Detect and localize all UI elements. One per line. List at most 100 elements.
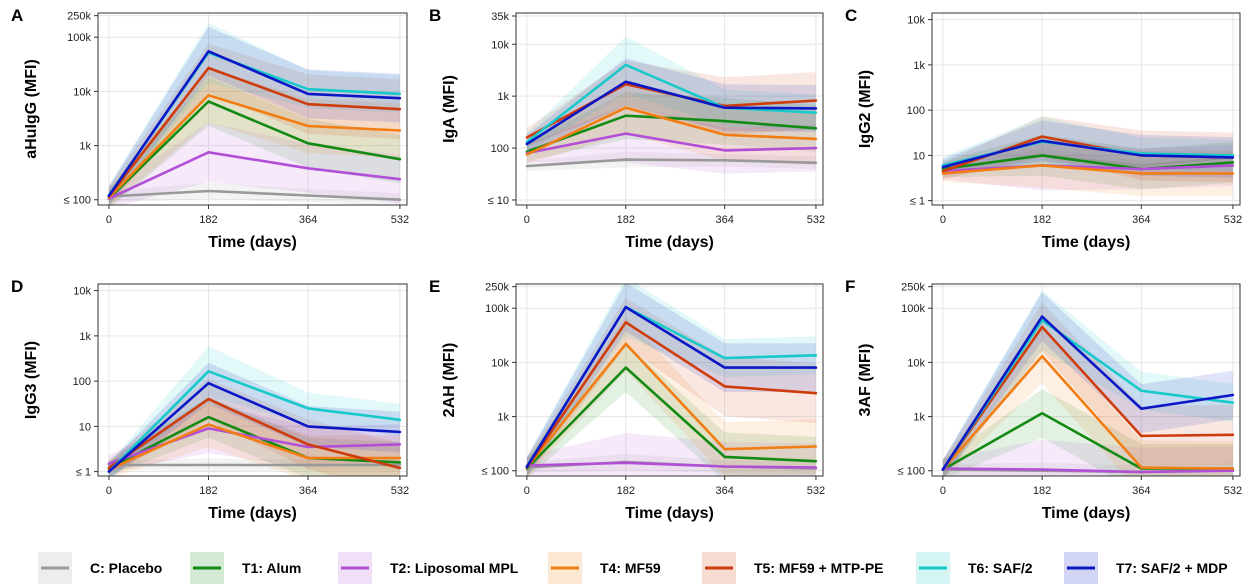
legend-item-t7-saf-2-mdp: T7: SAF/2 + MDP — [1064, 552, 1228, 584]
band-t7-saf-2-mdp — [942, 292, 1233, 476]
x-tick-label: 182 — [199, 485, 217, 497]
y-tick-label: 10k — [491, 39, 509, 51]
x-axis-title: Time (days) — [625, 505, 714, 522]
y-tick-label: 250k — [901, 282, 925, 294]
line-t7-saf-2-mdp — [941, 315, 1235, 471]
y-tick-label: 10k — [73, 286, 91, 298]
line-t4-mf59 — [941, 164, 1235, 175]
x-tick-label: 364 — [299, 214, 317, 226]
x-tick-label: 182 — [199, 214, 217, 226]
y-tick-label: 35k — [491, 11, 509, 23]
y-tick-label: 10k — [491, 357, 509, 369]
plot-background — [932, 284, 1240, 476]
line-t4-mf59 — [107, 423, 402, 472]
y-tick-label: 1k — [497, 412, 509, 424]
panel-e: ≤ 100 1k 10k 100k 250k 0 182 364 532 Time (days) 2… — [429, 277, 825, 522]
legend-label: C: Placebo — [90, 560, 162, 576]
x-tick-label: 0 — [940, 485, 946, 497]
line-t2-liposomal-mpl — [107, 151, 402, 200]
band-c-placebo — [526, 151, 816, 172]
band-t5-mf59-mtp-pe — [526, 297, 816, 476]
line-t4-mf59 — [525, 342, 818, 469]
band-t5-mf59-mtp-pe — [526, 60, 816, 147]
y-tick-label: 100 — [491, 143, 509, 155]
series-lines — [941, 135, 1235, 175]
x-axis-title: Time (days) — [1042, 505, 1131, 522]
legend-item-t4-mf59: T4: MF59 — [548, 552, 661, 584]
y-tick-label: ≤ 100 — [482, 466, 509, 478]
x-tick-label: 182 — [1033, 485, 1051, 497]
y-tick-label: 10 — [913, 150, 925, 162]
line-t1-alum — [941, 154, 1235, 171]
legend-item-t2-liposomal-mpl: T2: Liposomal MPL — [338, 552, 519, 584]
line-t7-saf-2-mdp — [107, 381, 402, 473]
y-tick-label: 10 — [79, 421, 91, 433]
line-t2-liposomal-mpl — [525, 132, 818, 155]
x-tick-label: 0 — [106, 214, 112, 226]
y-tick-label: 1k — [913, 60, 925, 72]
x-axis-title: Time (days) — [208, 234, 297, 251]
plot-border — [97, 12, 408, 206]
series-lines — [107, 49, 402, 201]
plot-border — [931, 283, 1241, 477]
x-tick-label: 0 — [524, 214, 530, 226]
band-t7-saf-2-mdp — [526, 284, 816, 476]
x-tick-label: 532 — [391, 214, 409, 226]
legend-label: T1: Alum — [242, 560, 301, 576]
band-t4-mf59 — [526, 81, 816, 165]
y-tick-label: 1k — [79, 331, 91, 343]
series-lines — [941, 315, 1235, 474]
legend-label: T4: MF59 — [600, 560, 661, 576]
band-t7-saf-2-mdp — [526, 58, 816, 154]
band-t5-mf59-mtp-pe — [942, 116, 1233, 183]
band-t5-mf59-mtp-pe — [108, 378, 400, 476]
legend-label: T7: SAF/2 + MDP — [1116, 560, 1228, 576]
line-t5-mf59-mtp-pe — [941, 325, 1235, 471]
line-t5-mf59-mtp-pe — [525, 320, 818, 469]
y-tick-label: ≤ 1 — [76, 467, 91, 479]
line-t4-mf59 — [941, 354, 1235, 471]
x-tick-label: 364 — [299, 485, 317, 497]
plot-border — [97, 283, 408, 477]
band-t4-mf59 — [526, 316, 816, 476]
panel-c: ≤ 1 10 100 1k 10k 0 182 364 532 Time (days) IgG2 (… — [845, 6, 1242, 251]
line-t2-liposomal-mpl — [525, 461, 818, 469]
line-t1-alum — [107, 100, 402, 200]
band-t1-alum — [108, 77, 400, 205]
x-tick-label: 532 — [807, 214, 825, 226]
line-t7-saf-2-mdp — [525, 305, 818, 469]
y-tick-label: 10k — [73, 86, 91, 98]
legend-item-t5-mf59-mtp-pe: T5: MF59 + MTP-PE — [702, 552, 884, 584]
legend-label: T6: SAF/2 — [968, 560, 1033, 576]
line-t5-mf59-mtp-pe — [107, 397, 402, 470]
panel-letter: F — [845, 277, 855, 296]
legend-label: T5: MF59 + MTP-PE — [754, 560, 884, 576]
x-tick-label: 0 — [106, 485, 112, 497]
plot-border — [515, 283, 824, 477]
panel-letter: C — [845, 6, 857, 25]
line-c-placebo — [107, 189, 402, 201]
y-tick-label: ≤ 1 — [910, 196, 925, 208]
line-t1-alum — [525, 114, 818, 153]
line-t2-liposomal-mpl — [941, 467, 1235, 474]
band-t5-mf59-mtp-pe — [942, 302, 1233, 476]
series-lines — [525, 63, 818, 168]
x-tick-label: 0 — [524, 485, 530, 497]
band-t2-liposomal-mpl — [526, 433, 816, 476]
x-tick-label: 364 — [715, 214, 733, 226]
y-axis-title: aHuIgG (MFI) — [23, 59, 40, 159]
series-lines — [107, 369, 402, 473]
y-axis-title: 2AH (MFI) — [441, 343, 458, 418]
panel-letter: B — [429, 6, 441, 25]
x-tick-label: 182 — [1033, 214, 1051, 226]
y-tick-label: 100k — [901, 303, 925, 315]
legend-item-t1-alum: T1: Alum — [190, 552, 301, 584]
y-tick-label: ≤ 100 — [64, 195, 91, 207]
panel-letter: D — [11, 277, 23, 296]
panel-d: ≤ 1 10 100 1k 10k 0 182 364 532 Time (days) IgG3 (… — [11, 277, 409, 522]
line-t1-alum — [525, 366, 818, 470]
y-tick-label: 1k — [913, 412, 925, 424]
y-tick-label: 10k — [907, 357, 925, 369]
band-t7-saf-2-mdp — [108, 26, 400, 205]
x-tick-label: 532 — [807, 485, 825, 497]
